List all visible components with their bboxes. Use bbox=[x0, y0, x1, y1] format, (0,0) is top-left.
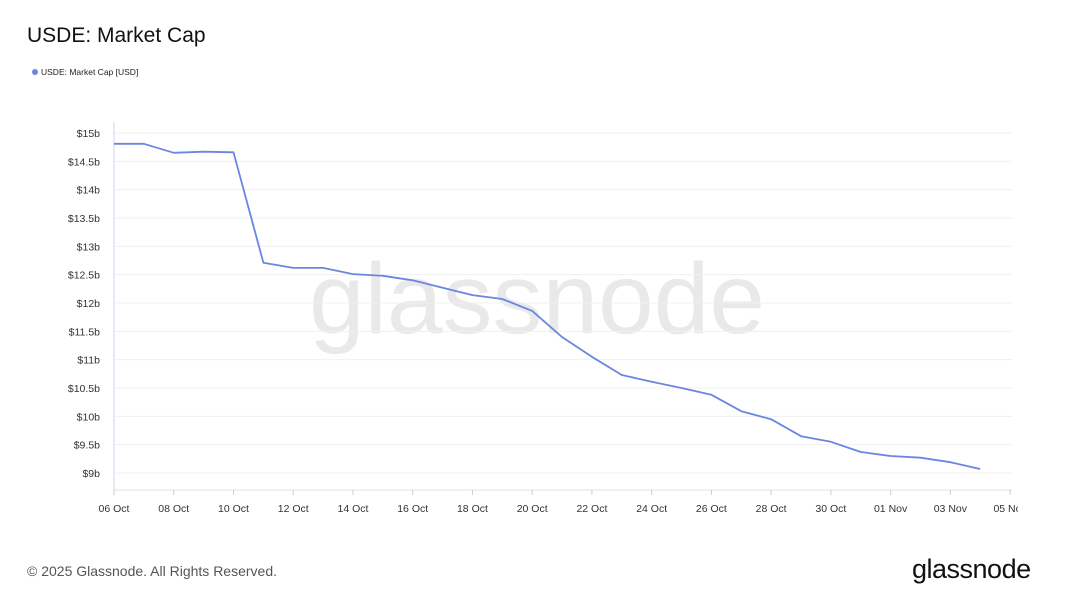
y-tick-label: $12b bbox=[77, 298, 101, 310]
legend-label: USDE: Market Cap [USD] bbox=[41, 67, 139, 77]
watermark: glassnode bbox=[309, 243, 765, 355]
glassnode-logo: glassnode bbox=[912, 554, 1031, 584]
y-tick-label: $15b bbox=[77, 128, 101, 140]
x-tick-label: 05 Nov bbox=[993, 503, 1027, 515]
y-tick-label: $12.5b bbox=[68, 270, 100, 282]
y-tick-label: $14b bbox=[77, 185, 101, 197]
x-tick-label: 10 Oct bbox=[218, 503, 249, 515]
y-tick-label: $11.5b bbox=[69, 326, 100, 338]
legend-dot bbox=[32, 69, 38, 75]
chart-title: USDE: Market Cap bbox=[27, 24, 206, 47]
x-tick-label: 08 Oct bbox=[158, 503, 189, 515]
x-tick-label: 24 Oct bbox=[636, 503, 667, 515]
y-tick-label: $10.5b bbox=[68, 383, 100, 395]
y-tick-label: $14.5b bbox=[68, 156, 100, 168]
x-tick-label: 20 Oct bbox=[517, 503, 548, 515]
x-tick-label: 06 Oct bbox=[99, 503, 130, 515]
y-tick-label: $11b bbox=[77, 355, 100, 367]
x-tick-label: 22 Oct bbox=[576, 503, 607, 515]
x-tick-label: 18 Oct bbox=[457, 503, 488, 515]
y-tick-label: $10b bbox=[77, 411, 101, 423]
copyright: © 2025 Glassnode. All Rights Reserved. bbox=[27, 563, 278, 579]
legend: USDE: Market Cap [USD] bbox=[32, 67, 138, 77]
y-tick-label: $13.5b bbox=[68, 213, 100, 225]
x-tick-label: 16 Oct bbox=[397, 503, 428, 515]
x-tick-label: 30 Oct bbox=[815, 503, 846, 515]
x-tick-label: 01 Nov bbox=[874, 503, 908, 515]
x-tick-label: 26 Oct bbox=[696, 503, 727, 515]
x-tick-label: 03 Nov bbox=[934, 503, 968, 515]
x-tick-label: 14 Oct bbox=[337, 503, 368, 515]
series-line bbox=[114, 142, 981, 470]
x-tick-label: 12 Oct bbox=[278, 503, 309, 515]
y-tick-label: $9.5b bbox=[74, 440, 100, 452]
y-tick-label: $9b bbox=[82, 468, 100, 480]
x-tick-label: 28 Oct bbox=[756, 503, 787, 515]
y-tick-label: $13b bbox=[77, 241, 101, 253]
